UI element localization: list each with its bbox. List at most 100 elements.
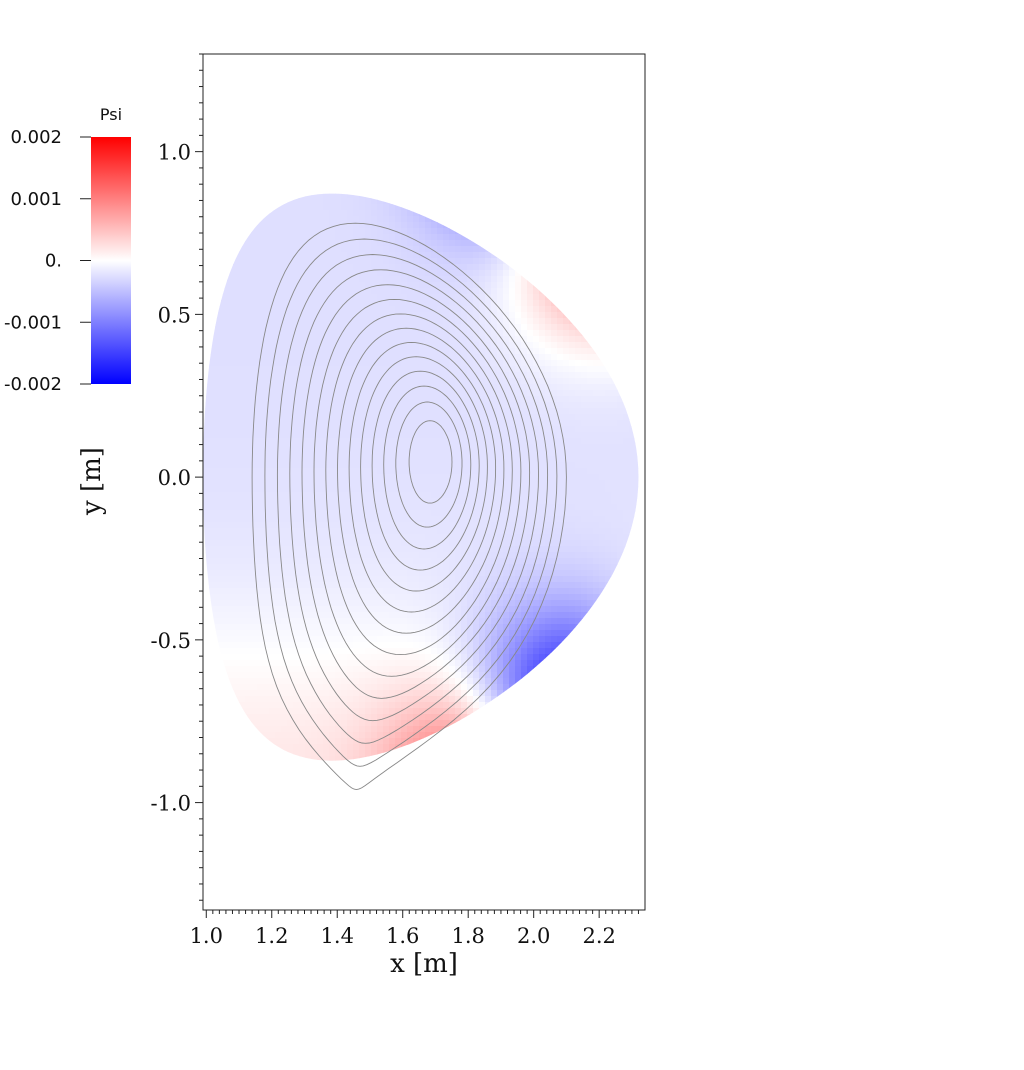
psi-cell [455, 132, 462, 139]
psi-cell [347, 384, 354, 391]
psi-cell [269, 54, 276, 61]
psi-cell [233, 90, 240, 97]
psi-cell [413, 246, 420, 253]
psi-cell [371, 156, 378, 163]
psi-cell [341, 228, 348, 235]
psi-cell [335, 246, 342, 253]
psi-cell [515, 324, 522, 331]
psi-cell [335, 324, 342, 331]
psi-cell [641, 90, 648, 97]
psi-cell [587, 390, 594, 397]
psi-cell [329, 456, 336, 463]
psi-cell [215, 168, 222, 175]
psi-cell [527, 168, 534, 175]
psi-cell [455, 150, 462, 157]
psi-cell [389, 420, 396, 427]
psi-cell [323, 336, 330, 343]
psi-cell [239, 282, 246, 289]
psi-cell [635, 60, 642, 67]
psi-cell [611, 282, 618, 289]
psi-cell [503, 138, 510, 145]
psi-cell [239, 72, 246, 79]
psi-cell [581, 324, 588, 331]
psi-cell [515, 444, 522, 451]
psi-cell [551, 336, 558, 343]
psi-cell [521, 276, 528, 283]
psi-cell [221, 336, 228, 343]
psi-cell [437, 180, 444, 187]
psi-cell [515, 396, 522, 403]
psi-cell [467, 420, 474, 427]
psi-cell [275, 138, 282, 145]
psi-cell [329, 96, 336, 103]
psi-cell [233, 204, 240, 211]
psi-cell [371, 258, 378, 265]
psi-cell [275, 156, 282, 163]
psi-cell [455, 444, 462, 451]
psi-cell [239, 348, 246, 355]
psi-cell [527, 444, 534, 451]
psi-cell [473, 354, 480, 361]
psi-cell [371, 420, 378, 427]
psi-cell [527, 264, 534, 271]
psi-cell [203, 78, 210, 85]
psi-cell [413, 336, 420, 343]
psi-cell [617, 174, 624, 181]
psi-cell [209, 348, 216, 355]
psi-cell [521, 60, 528, 67]
psi-cell [431, 90, 438, 97]
psi-cell [359, 402, 366, 409]
psi-cell [383, 450, 390, 457]
psi-cell [377, 60, 384, 67]
psi-cell [365, 348, 372, 355]
psi-cell [611, 438, 618, 445]
psi-cell [611, 126, 618, 133]
psi-cell [617, 426, 624, 433]
psi-cell [629, 318, 636, 325]
psi-cell [269, 342, 276, 349]
psi-cell [521, 300, 528, 307]
psi-cell [539, 402, 546, 409]
psi-cell [443, 420, 450, 427]
psi-cell [377, 186, 384, 193]
psi-cell [449, 270, 456, 277]
psi-cell [515, 300, 522, 307]
psi-cell [461, 414, 468, 421]
psi-cell [203, 120, 210, 127]
psi-cell [455, 330, 462, 337]
psi-cell [545, 162, 552, 169]
psi-cell [263, 66, 270, 73]
psi-cell [293, 378, 300, 385]
psi-cell [515, 210, 522, 217]
psi-cell [425, 120, 432, 127]
psi-cell [209, 162, 216, 169]
psi-cell [521, 150, 528, 157]
psi-cell [545, 330, 552, 337]
psi-cell [581, 186, 588, 193]
psi-cell [431, 408, 438, 415]
psi-cell [509, 420, 516, 427]
psi-cell [575, 390, 582, 397]
psi-cell [233, 198, 240, 205]
psi-cell [209, 234, 216, 241]
psi-cell [449, 372, 456, 379]
psi-cell [209, 324, 216, 331]
psi-cell [515, 282, 522, 289]
psi-cell [503, 174, 510, 181]
psi-cell [215, 300, 222, 307]
psi-cell [623, 228, 630, 235]
psi-cell [425, 216, 432, 223]
psi-cell [449, 360, 456, 367]
psi-cell [365, 336, 372, 343]
psi-cell [593, 54, 600, 61]
psi-cell [443, 204, 450, 211]
psi-cell [377, 402, 384, 409]
psi-cell [449, 342, 456, 349]
psi-cell [641, 138, 648, 145]
psi-cell [509, 204, 516, 211]
psi-cell [389, 294, 396, 301]
psi-cell [407, 228, 414, 235]
psi-cell [545, 312, 552, 319]
psi-cell [425, 348, 432, 355]
psi-cell [389, 210, 396, 217]
